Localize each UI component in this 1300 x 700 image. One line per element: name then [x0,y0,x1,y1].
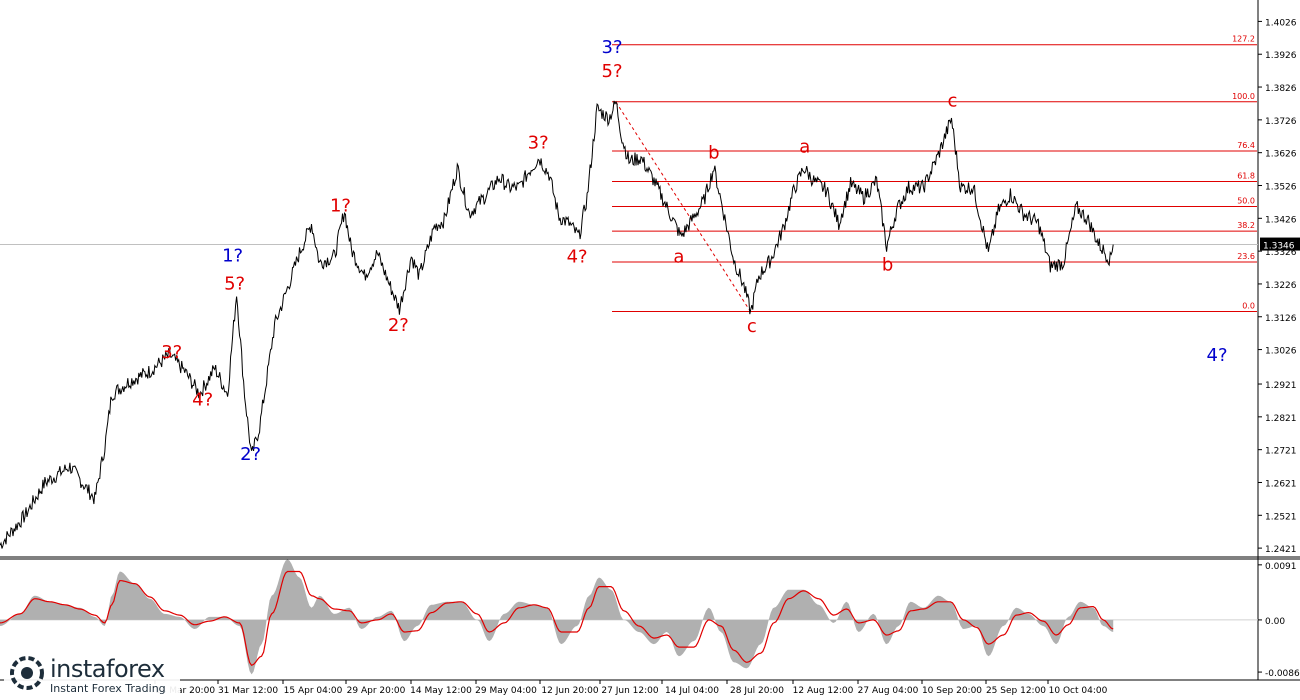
instaforex-logo: instaforex Instant Forex Trading [4,654,180,696]
price-tick-label: 1.3126 [1265,314,1297,324]
price-tick-label: 1.2621 [1265,479,1297,489]
oscillator-signal-line [0,570,1114,667]
time-tick-label: 14 May 12:00 [410,686,472,696]
wave-label: c [948,90,958,111]
wave-label: 4? [192,390,213,411]
time-tick-label: 25 Sep 12:00 [986,686,1046,696]
wave-label: c [747,316,757,337]
wave-label: 3? [602,37,623,58]
time-tick-label: 29 May 04:00 [475,686,537,696]
wave-label: a [799,136,810,157]
osc-tick-label: 0.00 [1265,617,1285,627]
logo-tagline: Instant Forex Trading [50,682,166,695]
fib-level-label: 38.2 [1237,221,1255,230]
price-tick-label: 1.3526 [1265,182,1297,192]
time-tick-label: 31 Mar 12:00 [218,686,278,696]
price-series-line [0,100,1114,549]
price-tick-label: 1.3826 [1265,84,1297,94]
price-tick-label: 1.3726 [1265,117,1297,127]
wave-label: 5? [224,274,245,295]
time-tick-label: 12 Aug 12:00 [793,686,854,696]
price-tick-label: 1.3426 [1265,215,1297,225]
wave-label: 2? [388,315,409,336]
time-tick-label: 14 Mar 20:00 [155,686,215,696]
time-tick-label: 27 Aug 04:00 [858,686,919,696]
fib-level-label: 50.0 [1237,196,1255,205]
osc-tick-label: -0.00862 [1265,669,1300,679]
wave-label: 3? [161,342,182,363]
wave-label: 4? [1207,345,1228,366]
logo-brand-text: instaforex [50,655,165,683]
fib-level-label: 23.6 [1237,252,1255,261]
time-tick-label: 29 Apr 20:00 [347,686,406,696]
time-tick-label: 27 Jun 12:00 [601,686,658,696]
price-tick-label: 1.3026 [1265,347,1297,357]
wave-label: a [673,246,684,267]
price-tick-label: 1.3626 [1265,150,1297,160]
fib-level-label: 100.0 [1232,92,1255,101]
price-tick-label: 1.2521 [1265,512,1297,522]
wave-label: 3? [528,132,549,153]
oscillator-histogram [0,559,1114,675]
wave-label: 4? [567,246,588,267]
price-tick-label: 1.2421 [1265,545,1297,555]
time-tick-label: 10 Oct 04:00 [1049,686,1108,696]
wave-trendline [615,101,752,313]
fib-level-label: 76.4 [1237,141,1255,150]
current-price-label: 1.3346 [1263,242,1295,252]
fib-level-label: 127.2 [1232,35,1255,44]
current-price-box [1260,237,1300,251]
wave-label: 1? [222,246,243,267]
price-tick-label: 1.3926 [1265,51,1297,61]
wave-label: b [708,143,719,164]
time-tick-label: 15 Apr 04:00 [284,686,343,696]
logo-icon [10,656,44,690]
osc-tick-label: 0.0091 [1265,562,1297,572]
wave-label: 5? [602,61,623,82]
wave-label: 1? [330,196,351,217]
price-tick-label: 1.2921 [1265,381,1297,391]
wave-label: 2? [240,444,261,465]
price-tick-label: 1.2821 [1265,414,1297,424]
price-tick-label: 1.3226 [1265,281,1297,291]
time-tick-label: 10 Sep 20:00 [922,686,982,696]
wave-label: b [882,254,893,275]
fib-level-label: 61.8 [1237,172,1255,181]
price-tick-label: 1.3326 [1265,248,1297,258]
time-tick-label: 28 Jul 20:00 [730,686,784,696]
time-tick-label: 12 Jun 20:00 [541,686,598,696]
price-tick-label: 1.4026 [1265,18,1297,28]
fib-level-label: 0.0 [1242,302,1255,311]
price-tick-label: 1.2721 [1265,447,1297,457]
time-tick-label: 14 Jul 04:00 [665,686,719,696]
